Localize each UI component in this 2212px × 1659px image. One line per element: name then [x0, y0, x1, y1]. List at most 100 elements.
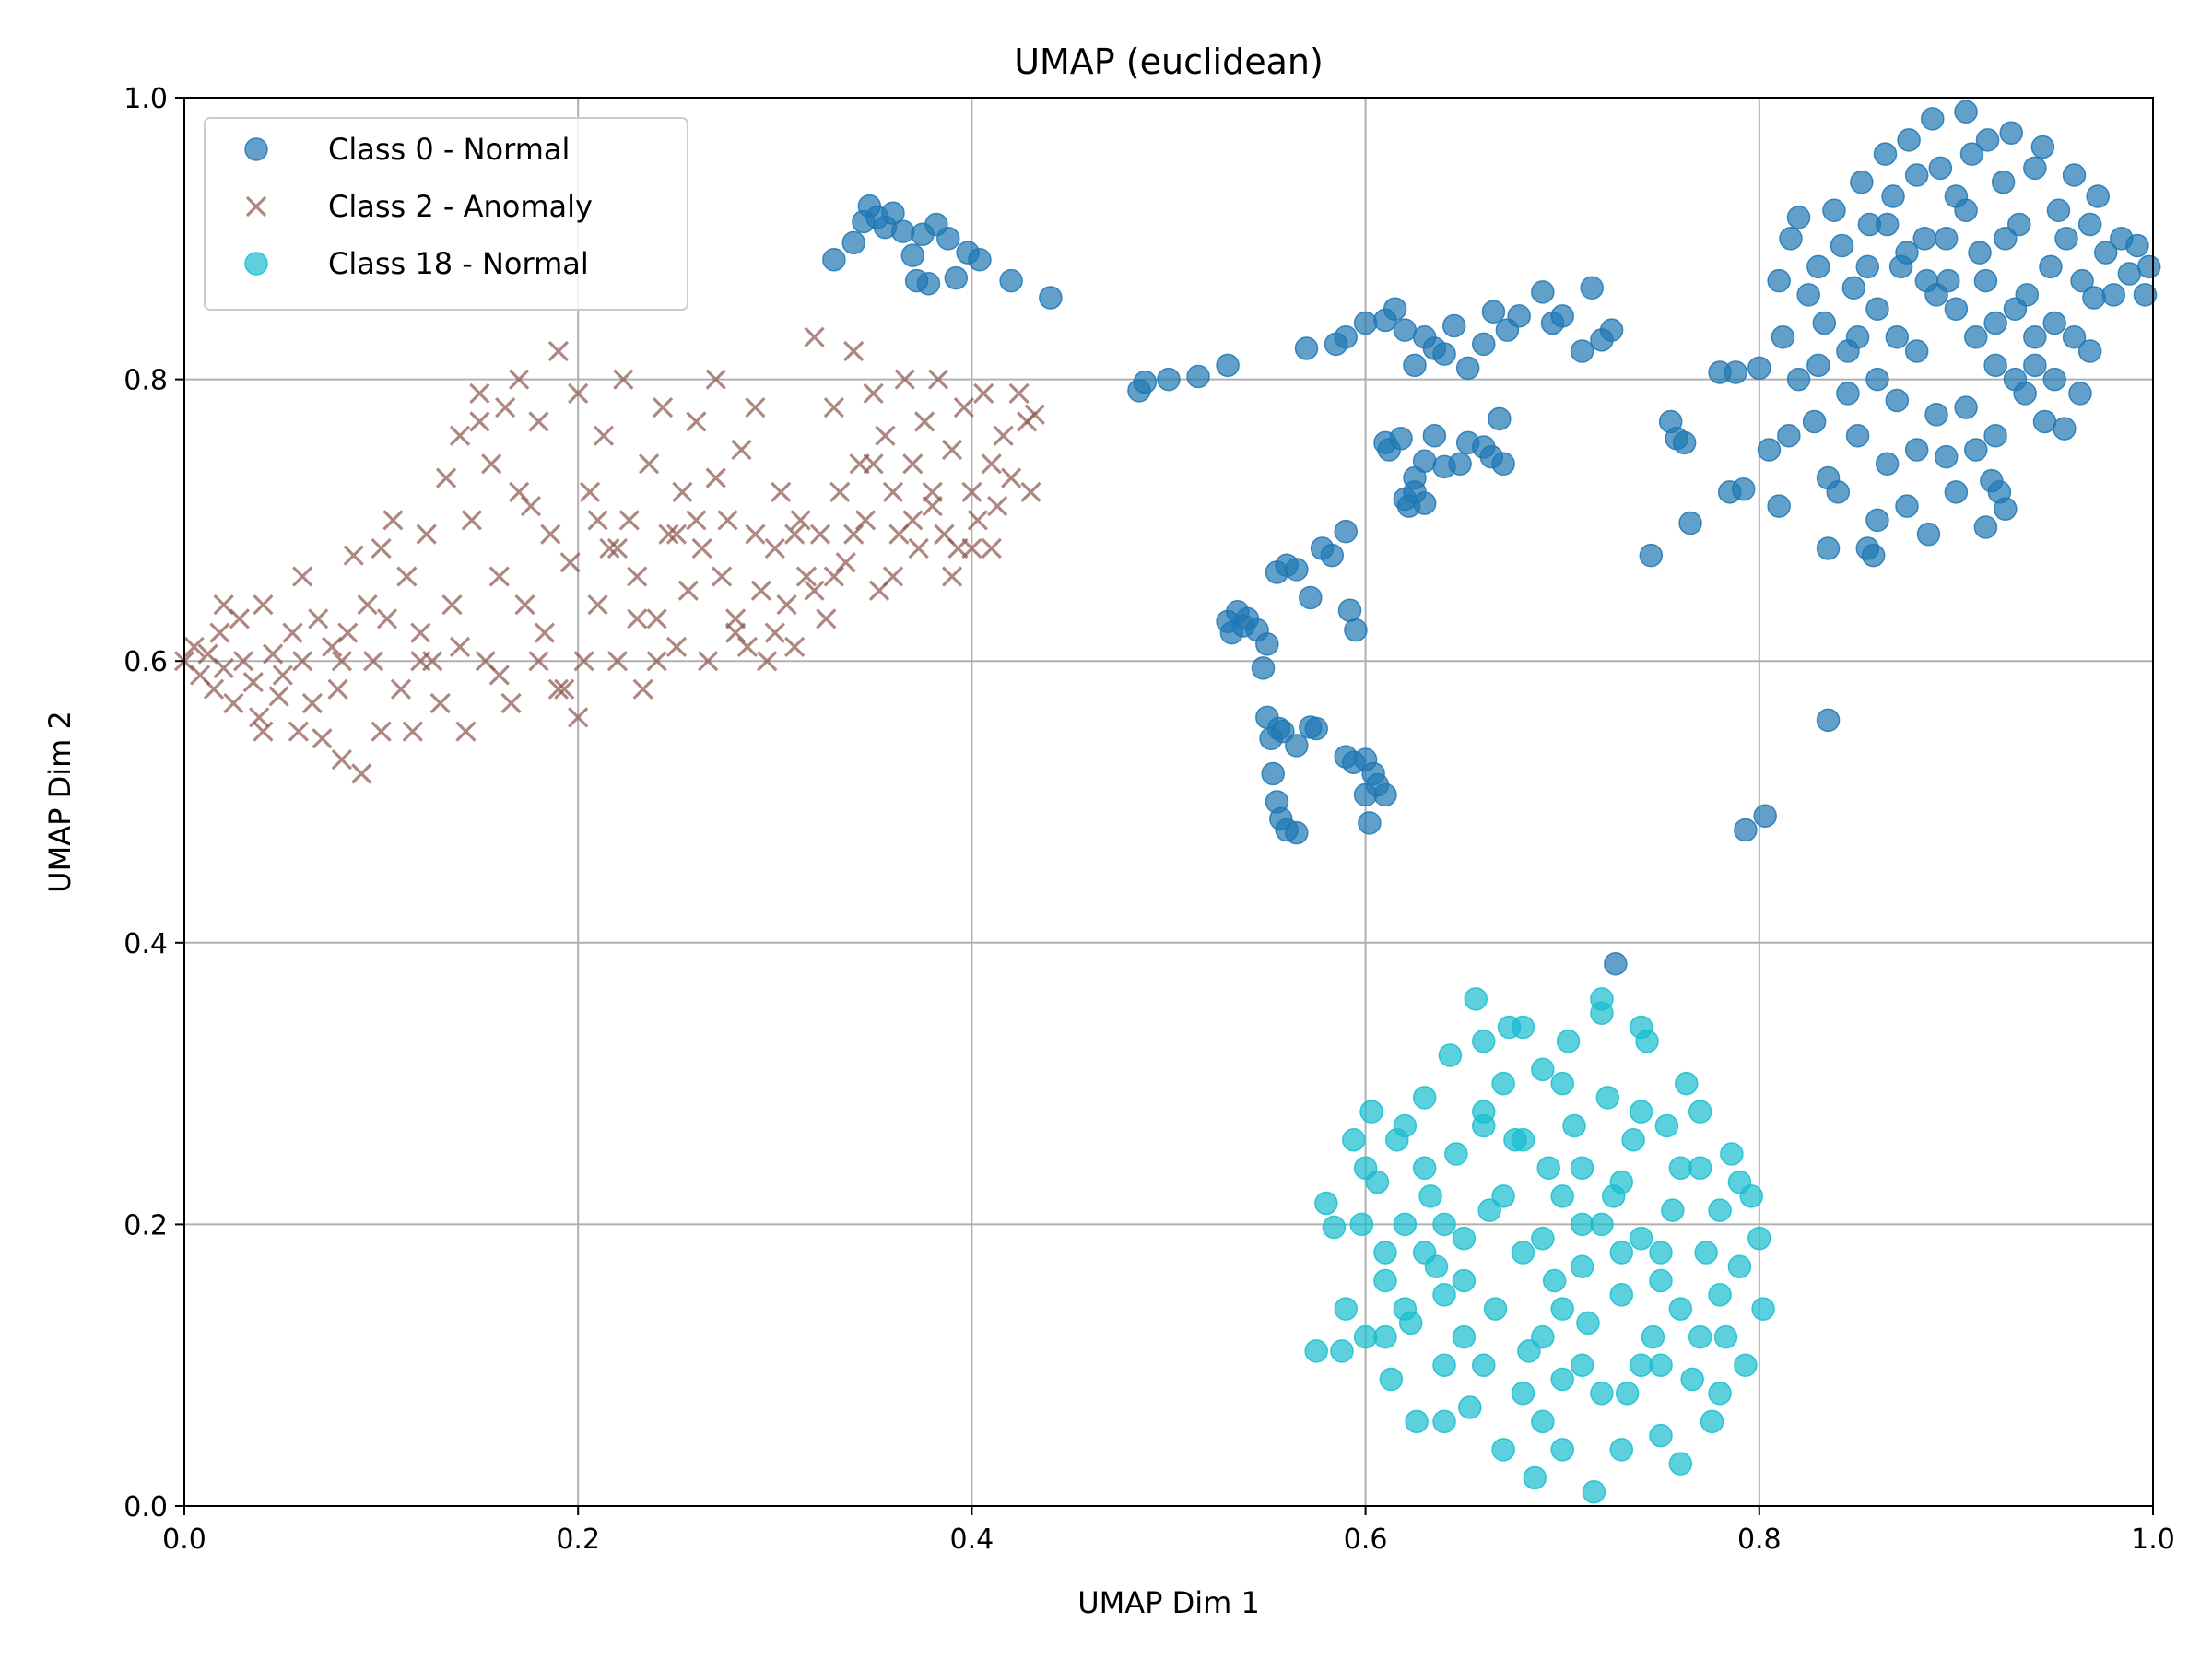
class-0-normal-point [1881, 184, 1905, 208]
class-2-anomaly-point [882, 481, 904, 502]
class-0-normal-point [1983, 423, 2007, 448]
x-tick-label: 0.4 [950, 1524, 994, 1556]
class-0-normal-point [1580, 276, 1604, 300]
class-2-anomaly-point [784, 524, 806, 545]
class-18-normal-point [1609, 1283, 1634, 1307]
class-2-anomaly-point [282, 622, 303, 643]
class-2-anomaly-point [613, 369, 634, 390]
class-2-anomaly-point [253, 594, 274, 616]
class-0-normal-point [1550, 304, 1574, 328]
class-2-anomaly-point [606, 537, 629, 559]
class-0-normal-point [1767, 494, 1791, 518]
class-18-normal-point [1531, 1324, 1555, 1349]
class-2-anomaly-point [981, 537, 1002, 559]
class-0-normal-point [1928, 156, 1953, 181]
class-0-normal-point [1271, 719, 1295, 744]
class-0-normal-point [2023, 353, 2047, 378]
class-18-normal-point [1550, 1438, 1574, 1462]
class-0-normal-point [1251, 656, 1276, 680]
class-18-normal-point [1412, 1086, 1437, 1110]
class-0-normal-point [1304, 716, 1328, 741]
class-0-normal-point [1441, 313, 1466, 338]
class-2-anomaly-point [331, 749, 353, 771]
x-tick-label: 0.6 [1344, 1524, 1388, 1556]
class-18-normal-point [1576, 1311, 1600, 1335]
class-0-normal-point [881, 201, 905, 226]
class-2-anomaly-point [835, 552, 856, 573]
class-2-anomaly-point [745, 397, 766, 418]
class-2-anomaly-point [488, 665, 510, 686]
class-18-normal-point [1342, 1127, 1366, 1152]
class-18-normal-point [1373, 1241, 1397, 1265]
class-0-normal-point [1921, 107, 1945, 131]
class-2-anomaly-point [953, 397, 974, 418]
class-0-normal-point [1885, 325, 1910, 349]
x-tick-label: 0.8 [1737, 1524, 1782, 1556]
class-18-normal-point [1523, 1465, 1547, 1490]
class-18-normal-point [1694, 1241, 1718, 1265]
class-2-anomaly-point [351, 763, 372, 784]
class-0-normal-point [2077, 339, 2102, 363]
class-18-normal-point [1562, 1113, 1586, 1138]
data-points [173, 100, 2161, 1504]
class-2-anomaly-point [804, 580, 825, 601]
class-0-normal-point [936, 227, 960, 251]
class-0-normal-point [1895, 241, 1919, 265]
class-0-normal-point [2032, 409, 2057, 434]
class-18-normal-point [1661, 1198, 1685, 1222]
class-0-normal-point [1747, 356, 1771, 381]
class-18-normal-point [1700, 1409, 1724, 1434]
class-0-normal-point [1734, 818, 1758, 842]
class-0-normal-point [2062, 325, 2087, 349]
class-18-normal-point [1536, 1156, 1560, 1181]
class-18-normal-point [1708, 1382, 1732, 1406]
class-0-normal-point [1934, 227, 1959, 251]
class-2-anomaly-point [371, 721, 392, 742]
class-2-anomaly-point [1020, 481, 1041, 502]
class-2-anomaly-point [863, 382, 884, 405]
class-18-normal-point [1609, 1170, 1634, 1194]
class-2-anomaly-point [665, 636, 688, 658]
class-0-normal-point [2003, 297, 2028, 321]
class-0-normal-point [1954, 198, 1978, 222]
class-2-anomaly-point [973, 382, 994, 405]
class-18-normal-point [1609, 1241, 1634, 1265]
class-2-anomaly-point [764, 622, 785, 643]
class-0-normal-point [2013, 382, 2037, 406]
class-0-normal-point [1678, 511, 1702, 535]
class-2-anomaly-point [382, 510, 404, 531]
class-0-normal-point [2030, 135, 2055, 159]
class-2-anomaly-point [941, 566, 963, 587]
class-2-anomaly-point [902, 453, 924, 475]
class-2-anomaly-point [672, 481, 693, 502]
y-tick-label: 0.8 [124, 365, 168, 397]
class-18-normal-point [1393, 1113, 1418, 1138]
class-18-normal-point [1590, 1001, 1614, 1025]
class-2-anomaly-point [927, 369, 949, 390]
class-0-normal-point [1850, 170, 1874, 194]
class-2-anomaly-point [854, 510, 877, 531]
class-2-anomaly-point [599, 537, 620, 559]
class-2-anomaly-point [262, 643, 284, 665]
class-0-normal-point [1845, 423, 1870, 448]
class-2-anomaly-point [292, 566, 313, 587]
class-2-anomaly-point [469, 411, 490, 432]
class-0-normal-point [1724, 360, 1747, 384]
class-18-normal-point [1747, 1226, 1771, 1251]
class-0-normal-point [1403, 480, 1427, 504]
class-2-anomaly-point [357, 594, 378, 616]
class-18-normal-point [1472, 1353, 1496, 1377]
class-0-normal-point [2054, 227, 2078, 251]
class-0-normal-point [1382, 297, 1407, 321]
class-2-anomaly-point [724, 622, 747, 643]
class-2-anomaly-point [508, 369, 530, 390]
class-2-anomaly-point [441, 594, 463, 616]
class-0-normal-point [2023, 325, 2047, 349]
class-2-anomaly-point [343, 545, 364, 566]
class-2-anomaly-point [784, 636, 806, 658]
legend-label: Class 2 - Anomaly [328, 189, 593, 224]
legend-marker-circle [244, 137, 268, 161]
class-2-anomaly-point [776, 594, 797, 616]
class-0-normal-point [1432, 342, 1456, 366]
class-18-normal-point [1550, 1184, 1574, 1208]
